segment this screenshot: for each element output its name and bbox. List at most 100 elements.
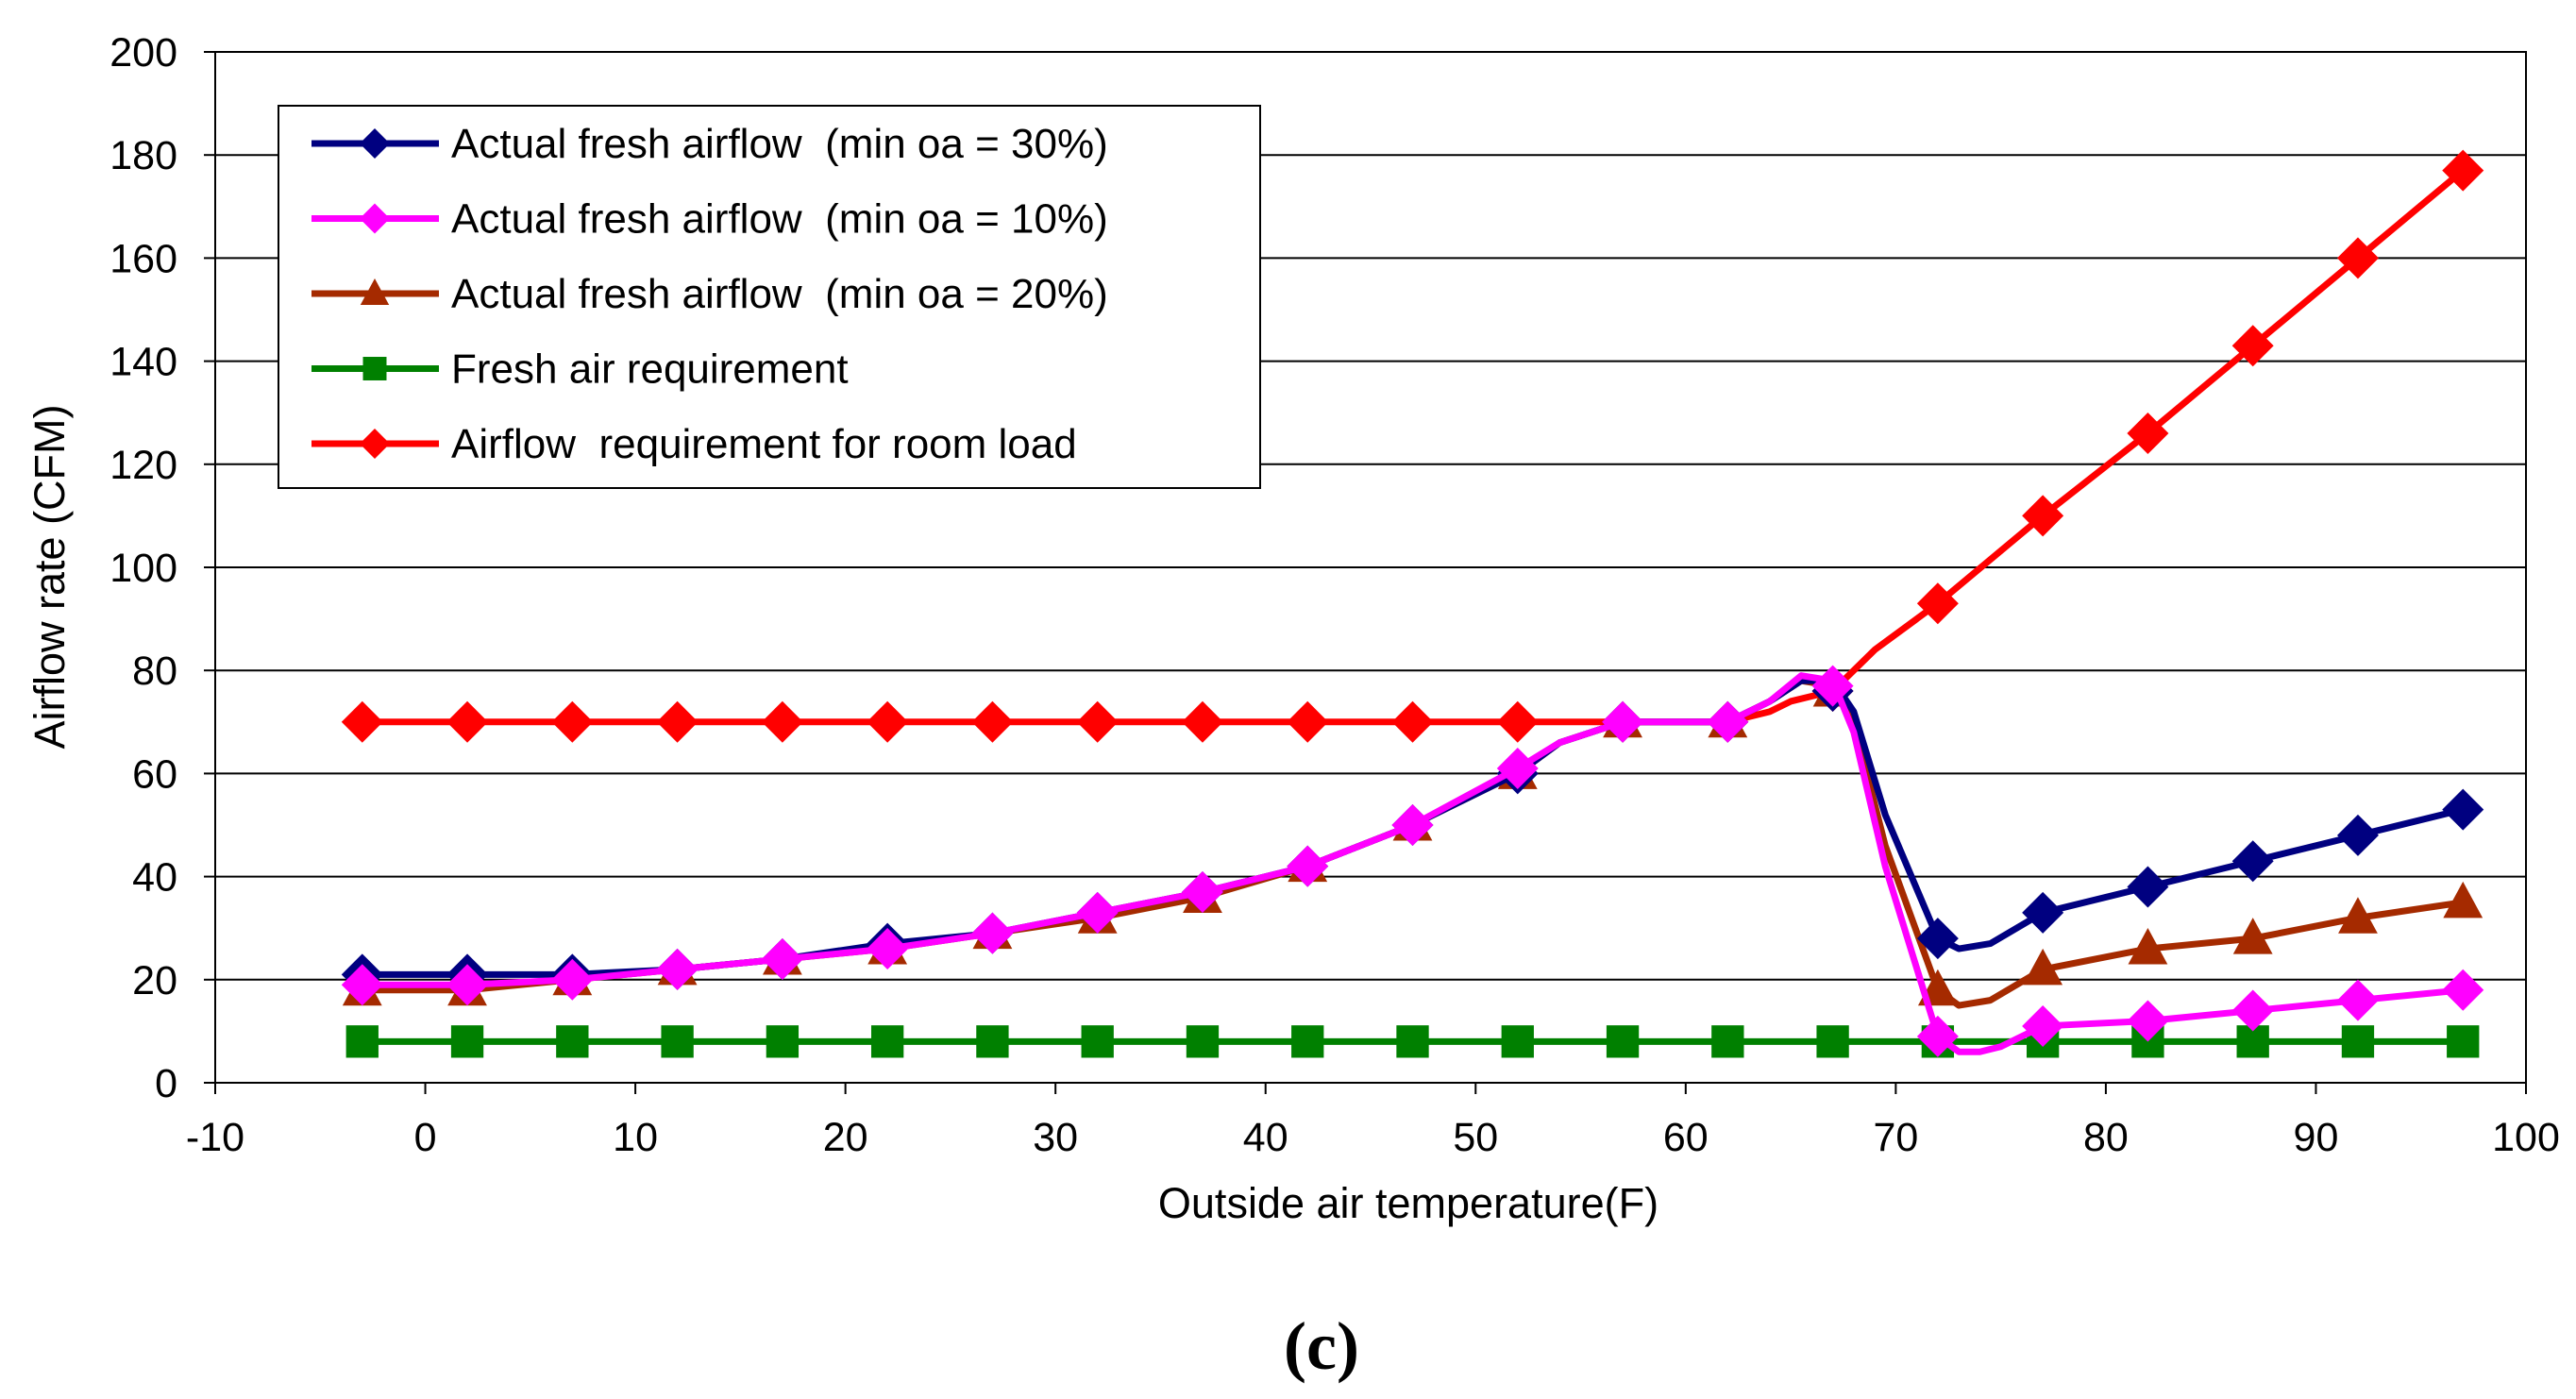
data-point [1707, 700, 1749, 743]
data-point [971, 912, 1014, 954]
data-point [656, 700, 699, 743]
legend-label: Actual fresh airflow (min oa = 30%) [451, 121, 1108, 167]
data-point [1501, 1025, 1534, 1058]
y-tick-label: 120 [109, 443, 177, 488]
y-axis-label: Airflow rate (CFM) [25, 404, 74, 749]
data-point [1606, 1025, 1640, 1058]
x-tick-label: 100 [2492, 1115, 2560, 1160]
y-tick-label: 0 [155, 1061, 177, 1106]
data-point [1076, 891, 1119, 934]
legend-marker [360, 278, 390, 305]
data-point [2232, 918, 2273, 954]
y-axis-ticks: 0 20 40 60 80 100 120 140 160 180 200 [109, 30, 215, 1106]
x-tick-label: 10 [613, 1115, 658, 1160]
data-point [1396, 1025, 1429, 1058]
data-point [661, 1025, 694, 1058]
legend-marker [362, 357, 387, 380]
series-4 [345, 1025, 2480, 1058]
data-point [867, 928, 909, 970]
legend-entry: Actual fresh airflow (min oa = 10%) [311, 196, 1108, 243]
y-tick-label: 80 [132, 649, 177, 694]
data-point [446, 700, 489, 743]
data-point [2336, 237, 2379, 279]
legend-label: Actual fresh airflow (min oa = 10%) [451, 196, 1108, 243]
data-point [867, 700, 909, 743]
data-point [2127, 1000, 2169, 1042]
y-tick-label: 100 [109, 546, 177, 591]
y-tick-label: 40 [132, 855, 177, 901]
data-point [2442, 149, 2484, 192]
data-point [761, 937, 803, 980]
data-point [2231, 325, 2274, 367]
legend-label: Airflow requirement for room load [451, 421, 1077, 467]
data-point [1287, 845, 1329, 887]
data-point [1076, 700, 1119, 743]
data-point [341, 700, 383, 743]
x-tick-label: 60 [1663, 1115, 1709, 1160]
data-point [556, 1025, 589, 1058]
data-point [341, 964, 383, 1006]
data-point [1496, 700, 1539, 743]
data-point [2336, 979, 2379, 1021]
figure-caption: (c) [1284, 1308, 1359, 1384]
data-point [2447, 1025, 2480, 1058]
data-point [450, 1025, 484, 1058]
data-point [1811, 665, 1854, 707]
data-point [1186, 1025, 1220, 1058]
series-2 [341, 665, 2484, 1057]
data-point [446, 964, 489, 1006]
data-point [551, 700, 594, 743]
data-point [766, 1025, 800, 1058]
x-tick-label: -10 [186, 1115, 244, 1160]
data-point [2443, 881, 2483, 919]
data-point [2127, 413, 2169, 455]
data-point [2231, 840, 2274, 883]
data-point [1291, 1025, 1324, 1058]
legend-label: Fresh air requirement [451, 346, 849, 393]
data-point [761, 700, 803, 743]
data-point [1391, 804, 1434, 846]
y-tick-label: 160 [109, 236, 177, 281]
data-point [1711, 1025, 1744, 1058]
y-tick-label: 200 [109, 30, 177, 76]
y-tick-label: 20 [132, 958, 177, 1003]
data-point [1496, 747, 1539, 789]
x-axis-label: Outside air temperature(F) [1158, 1179, 1658, 1227]
legend-entries: Actual fresh airflow (min oa = 30%) Actua… [311, 121, 1108, 467]
data-point [1916, 918, 1959, 960]
legend-marker [360, 429, 390, 459]
x-axis-ticks: -10 0 10 20 30 40 50 60 70 80 90 100 [186, 1083, 2560, 1160]
data-point [551, 958, 594, 1001]
data-point [1181, 870, 1223, 913]
data-point [2022, 891, 2064, 934]
data-point [1916, 582, 1959, 625]
x-tick-label: 20 [823, 1115, 868, 1160]
legend-marker [360, 203, 390, 234]
data-point [1916, 1015, 1959, 1057]
data-point [1287, 700, 1329, 743]
y-tick-label: 180 [109, 133, 177, 178]
data-point [2231, 989, 2274, 1032]
legend-entry: Actual fresh airflow (min oa = 30%) [311, 121, 1108, 167]
legend-box [278, 105, 1261, 489]
data-point [2442, 788, 2484, 831]
data-point [971, 700, 1014, 743]
data-point [1602, 700, 1644, 743]
data-point [2338, 897, 2378, 934]
data-point [656, 948, 699, 990]
x-tick-label: 0 [414, 1115, 437, 1160]
y-tick-label: 60 [132, 751, 177, 797]
data-point [2336, 814, 2379, 856]
data-point [1181, 700, 1223, 743]
data-point [2442, 969, 2484, 1011]
x-tick-label: 90 [2294, 1115, 2339, 1160]
data-point [2022, 1004, 2064, 1047]
legend-entry: Actual fresh airflow (min oa = 20%) [311, 271, 1108, 317]
data-point [2341, 1025, 2375, 1058]
data-point [976, 1025, 1009, 1058]
legend-entry: Airflow requirement for room load [311, 421, 1077, 467]
x-tick-label: 50 [1453, 1115, 1498, 1160]
legend-label: Actual fresh airflow (min oa = 20%) [451, 271, 1108, 317]
data-point [2128, 928, 2168, 965]
